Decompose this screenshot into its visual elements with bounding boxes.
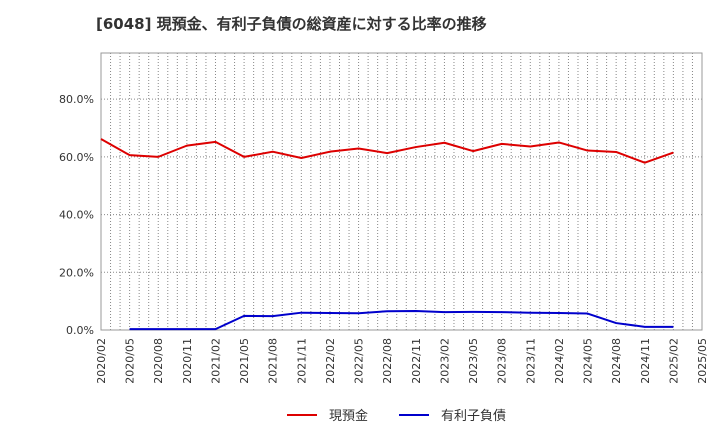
y-tick-label: 80.0% (59, 93, 94, 106)
series-line-cash (100, 138, 674, 164)
legend-label: 現預金 (329, 408, 368, 424)
x-tick-label: 2025/05 (696, 338, 709, 384)
y-axis-tick-labels: 0.0% 20.0% 40.0% 60.0% 80.0% (59, 93, 94, 337)
chart-title: [6048] 現預金、有利子負債の総資産に対する比率の推移 (96, 15, 487, 33)
x-tick-label: 2024/11 (639, 338, 652, 384)
series-lines (100, 138, 674, 331)
x-tick-label: 2023/11 (524, 338, 537, 384)
x-axis-tick-labels: 2020/02 2020/05 2020/08 2020/11 2021/02 2021/… (95, 338, 709, 384)
x-tick-label: 2025/02 (667, 338, 680, 384)
x-tick-label: 2024/05 (582, 338, 595, 384)
vertical-gridlines (110, 53, 693, 330)
x-tick-label: 2023/05 (467, 338, 480, 384)
x-tick-label: 2022/08 (381, 338, 394, 384)
x-tick-label: 2020/11 (181, 338, 194, 384)
series-line-debt (129, 309, 674, 331)
legend-label: 有利子負債 (441, 409, 506, 424)
x-tick-label: 2024/08 (610, 338, 623, 384)
x-tick-label: 2020/08 (152, 338, 165, 384)
x-tick-label: 2021/08 (267, 338, 280, 384)
y-tick-label: 40.0% (59, 209, 94, 222)
x-tick-label: 2020/02 (95, 338, 108, 384)
legend: 現預金 有利子負債 (287, 408, 506, 424)
y-tick-label: 20.0% (59, 266, 94, 279)
y-tick-label: 60.0% (59, 151, 94, 164)
plot-area (101, 53, 702, 330)
y-tick-label: 0.0% (66, 324, 94, 337)
x-tick-label: 2023/02 (438, 338, 451, 384)
x-tick-label: 2020/05 (124, 338, 137, 384)
x-tick-label: 2022/11 (410, 338, 423, 384)
x-tick-label: 2023/08 (496, 338, 509, 384)
x-tick-label: 2021/05 (238, 338, 251, 384)
x-tick-label: 2021/02 (209, 338, 222, 384)
x-tick-label: 2021/11 (295, 338, 308, 384)
x-tick-label: 2024/02 (553, 338, 566, 384)
plot-border (100, 52, 703, 331)
x-tick-label: 2022/02 (324, 338, 337, 384)
horizontal-gridlines (101, 98, 702, 273)
x-tick-label: 2022/05 (353, 338, 366, 384)
